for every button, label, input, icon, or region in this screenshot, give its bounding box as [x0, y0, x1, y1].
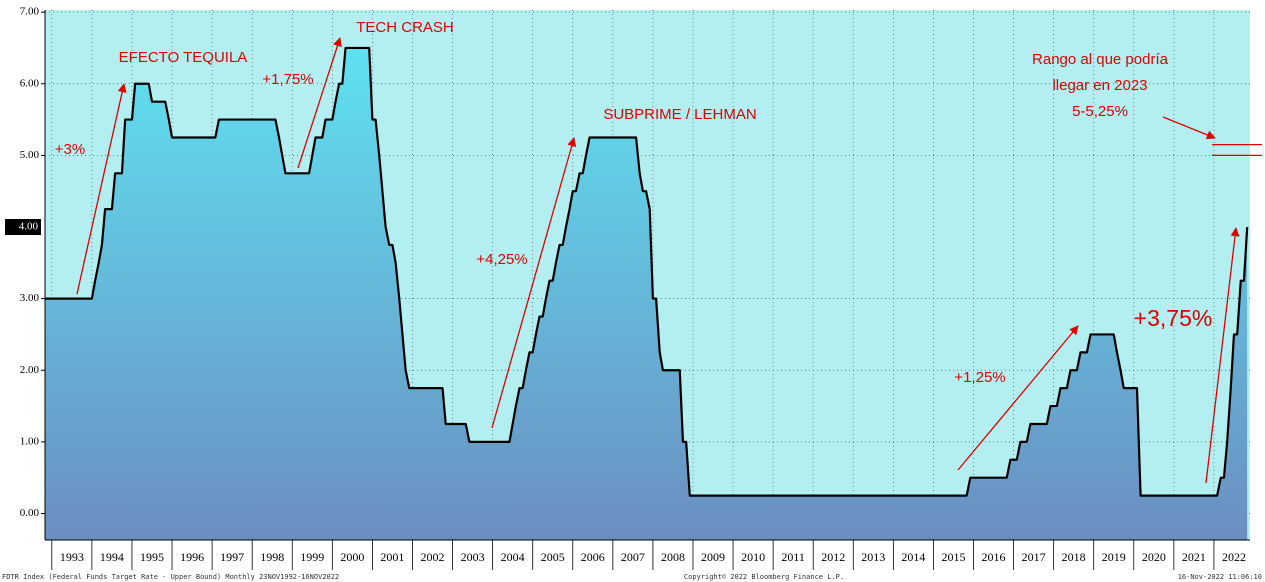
- x-tick-label: 2014: [901, 550, 925, 564]
- x-tick-label: 2006: [581, 550, 605, 564]
- arrow: [76, 83, 127, 295]
- x-tick-label: 2017: [1022, 550, 1046, 564]
- footer-source: FDTR Index (Federal Funds Target Rate - …: [2, 573, 339, 581]
- x-tick-label: 1999: [300, 550, 324, 564]
- annotation: TECH CRASH: [356, 19, 454, 36]
- last-value-box: [5, 219, 41, 236]
- x-tick-label: 2021: [1182, 550, 1206, 564]
- x-tick-label: 1994: [100, 550, 124, 564]
- x-tick-label: 2000: [340, 550, 364, 564]
- x-tick-label: 2001: [380, 550, 404, 564]
- last-value-label: 4.00: [19, 221, 39, 233]
- y-tick-label: 0.00: [20, 507, 40, 519]
- x-tick-label: 2004: [501, 550, 525, 564]
- y-tick-label: 6.00: [20, 77, 40, 89]
- area: [45, 47, 1248, 541]
- x-tick-label: 1998: [260, 550, 284, 564]
- arrow: [1162, 116, 1216, 140]
- annotation: +1,25%: [954, 369, 1005, 386]
- x-tick-label: 1995: [140, 550, 164, 564]
- annotation: EFECTO TEQUILA: [119, 49, 248, 66]
- arrow: [957, 325, 1079, 471]
- annotation: +3,75%: [1134, 305, 1213, 331]
- x-tick-label: 2016: [982, 550, 1006, 564]
- footer-copyright: Copyright© 2022 Bloomberg Finance L.P.: [684, 573, 844, 581]
- x-tick-label: 2002: [421, 550, 445, 564]
- x-tick-label: 2020: [1142, 550, 1166, 564]
- x-tick-label: 2008: [661, 550, 685, 564]
- annotation: +4,25%: [476, 251, 527, 268]
- x-tick-label: 2018: [1062, 550, 1086, 564]
- x-tick-label: 2007: [621, 550, 645, 564]
- x-tick-label: 2010: [741, 550, 765, 564]
- y-tick-label: 1.00: [20, 435, 40, 447]
- annotation: 5-5,25%: [1072, 103, 1128, 120]
- annotation: SUBPRIME / LEHMAN: [603, 106, 756, 123]
- arrow: [1205, 227, 1240, 484]
- x-tick-label: 2009: [701, 550, 725, 564]
- annotation: Rango al que podría: [1032, 51, 1169, 68]
- y-tick-label: 5.00: [20, 149, 40, 161]
- y-tick-label: 2.00: [20, 364, 40, 376]
- y-tick-label: 7.00: [20, 6, 40, 18]
- x-tick-label: 2005: [541, 550, 565, 564]
- x-tick-label: 2012: [821, 550, 845, 564]
- x-tick-label: 1993: [60, 550, 84, 564]
- x-tick-label: 1997: [220, 550, 244, 564]
- x-tick-label: 2013: [861, 550, 885, 564]
- x-tick-label: 1996: [180, 550, 204, 564]
- x-tick-label: 2003: [461, 550, 485, 564]
- x-tick-label: 2019: [1102, 550, 1126, 564]
- arrow: [491, 137, 577, 429]
- annotation: +3%: [55, 141, 85, 158]
- x-tick-label: 2022: [1222, 550, 1246, 564]
- y-tick-label: 3.00: [20, 292, 40, 304]
- footer-timestamp: 16-Nov-2022 11:06:10: [1178, 573, 1262, 581]
- arrow: [297, 37, 342, 169]
- annotation: llegar en 2023: [1052, 77, 1147, 94]
- annotation: +1,75%: [262, 71, 313, 88]
- x-tick-label: 2011: [781, 550, 805, 564]
- line: [45, 46, 1249, 497]
- x-tick-label: 2015: [941, 550, 965, 564]
